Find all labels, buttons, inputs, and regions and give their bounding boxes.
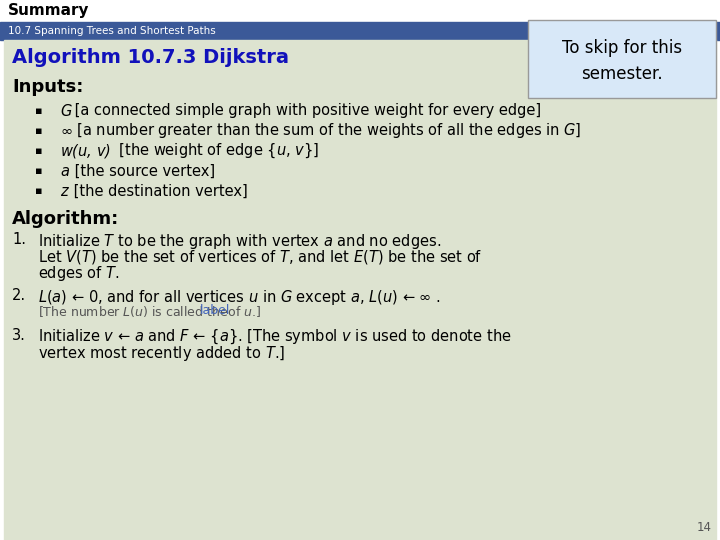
Text: $w$($u$, $v$): $w$($u$, $v$) xyxy=(60,142,111,160)
Text: of $u$.]: of $u$.] xyxy=(224,304,261,319)
Text: ▪: ▪ xyxy=(35,166,42,176)
Text: [a connected simple graph with positive weight for every edge]: [a connected simple graph with positive … xyxy=(70,104,541,118)
Text: $L$($a$) ← 0, and for all vertices $u$ in $G$ except $a$, $L$($u$) ← ∞ .: $L$($a$) ← 0, and for all vertices $u$ i… xyxy=(38,288,441,307)
Text: 1.: 1. xyxy=(12,232,26,247)
Text: Initialize $v$ ← $a$ and $F$ ← {$a$}. [The symbol $v$ is used to denote the: Initialize $v$ ← $a$ and $F$ ← {$a$}. [T… xyxy=(38,328,512,346)
Text: ▪: ▪ xyxy=(35,146,42,156)
Text: [a number greater than the sum of the weights of all the edges in $G$]: [a number greater than the sum of the we… xyxy=(72,122,582,140)
Text: 3.: 3. xyxy=(12,328,26,343)
Text: [The number $L$($u$) is called the: [The number $L$($u$) is called the xyxy=(38,304,229,319)
Text: 10.7 Spanning Trees and Shortest Paths: 10.7 Spanning Trees and Shortest Paths xyxy=(8,26,216,36)
Text: Algorithm 10.7.3 Dijkstra: Algorithm 10.7.3 Dijkstra xyxy=(12,48,289,67)
Text: Inputs:: Inputs: xyxy=(12,78,84,96)
Text: 14: 14 xyxy=(697,521,712,534)
Text: [the destination vertex]: [the destination vertex] xyxy=(69,184,248,199)
Bar xyxy=(0,0,720,22)
Text: $a$: $a$ xyxy=(60,164,70,179)
Text: ∞: ∞ xyxy=(60,124,72,138)
Text: Summary: Summary xyxy=(8,3,89,18)
Bar xyxy=(0,22,720,40)
Text: $z$: $z$ xyxy=(60,184,70,199)
Text: [the source vertex]: [the source vertex] xyxy=(70,164,215,179)
Text: ▪: ▪ xyxy=(35,126,42,136)
Text: Initialize $T$ to be the graph with vertex $a$ and no edges.: Initialize $T$ to be the graph with vert… xyxy=(38,232,441,251)
Text: ▪: ▪ xyxy=(35,106,42,116)
Text: Let $V$($T$) be the set of vertices of $T$, and let $E$($T$) be the set of: Let $V$($T$) be the set of vertices of $… xyxy=(38,248,482,266)
Text: ▪: ▪ xyxy=(35,186,42,196)
FancyBboxPatch shape xyxy=(528,20,716,98)
Text: $G$: $G$ xyxy=(60,103,73,119)
Text: 2.: 2. xyxy=(12,288,26,303)
Text: To skip for this
semester.: To skip for this semester. xyxy=(562,39,682,83)
Text: vertex most recently added to $T$.]: vertex most recently added to $T$.] xyxy=(38,344,285,363)
Text: Algorithm:: Algorithm: xyxy=(12,210,120,228)
Text: label: label xyxy=(200,304,230,317)
Text: [the weight of edge {$u$, $v$}]: [the weight of edge {$u$, $v$}] xyxy=(114,142,319,160)
Text: edges of $T$.: edges of $T$. xyxy=(38,264,120,283)
